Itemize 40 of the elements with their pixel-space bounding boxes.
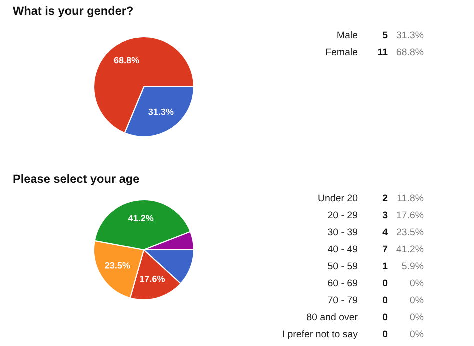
text: 41.2%	[396, 246, 424, 253]
text: 5.9%	[402, 262, 424, 270]
category-label: 60 - 69	[328, 280, 358, 287]
data-label: 68.8%	[114, 57, 140, 64]
data-label: 1	[383, 262, 388, 270]
data-label: 0	[382, 296, 388, 304]
data-label: 7	[383, 246, 388, 253]
data-label: 0	[382, 314, 388, 321]
data-label: 4	[382, 228, 388, 236]
data-label: 2	[382, 194, 388, 202]
category-label: Female	[326, 48, 358, 56]
category-label: 50 - 59	[328, 262, 358, 270]
text: 0%	[410, 330, 424, 338]
category-label: 30 - 39	[328, 228, 358, 236]
chart-title: Please select your age	[14, 174, 140, 186]
text: 0%	[410, 314, 424, 321]
text: 17.6%	[397, 212, 424, 219]
category-label: 20 - 29	[328, 212, 358, 219]
text: 23.5%	[396, 228, 424, 236]
category-label: 70 - 79	[328, 296, 358, 304]
category-label: Under 20	[318, 194, 358, 202]
data-label: 0	[382, 330, 388, 338]
text: 11.8%	[398, 194, 424, 202]
category-label: 40 - 49	[328, 246, 358, 253]
text: 31.3%	[396, 32, 424, 39]
text: 0%	[410, 296, 424, 304]
data-label: 17.6%	[140, 276, 166, 282]
category-label: 80 and over	[307, 313, 358, 321]
category-label: Male	[338, 31, 358, 39]
data-label: 11	[378, 48, 388, 56]
data-label: 0	[382, 280, 388, 287]
data-label: 3	[382, 212, 388, 219]
chart-title: What is your gender?	[13, 6, 134, 18]
data-label: 31.3%	[148, 108, 174, 116]
data-label: 41.2%	[128, 215, 154, 222]
data-label: 23.5%	[105, 262, 130, 269]
text: 0%	[410, 280, 424, 287]
category-label: I prefer not to say	[283, 330, 358, 340]
text: 68.8%	[396, 48, 424, 56]
data-label: 5	[382, 32, 388, 39]
